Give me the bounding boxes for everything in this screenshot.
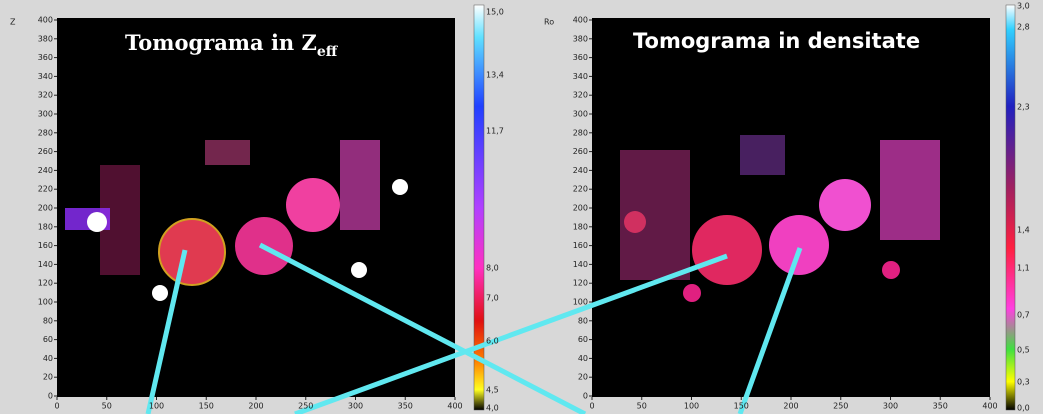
y-tick-label: 0 (48, 392, 53, 401)
y-tick-label: 140 (38, 260, 53, 269)
x-tick-label: 150 (734, 402, 749, 411)
x-tick-label: 100 (149, 402, 164, 411)
x-tick-label: 0 (54, 402, 59, 411)
y-tick-label: 220 (38, 185, 53, 194)
y-tick-label: 120 (573, 279, 588, 288)
x-tick-label: 400 (982, 402, 997, 411)
title-subscript: eff (317, 44, 339, 60)
colorbar-label: 0,3 (1017, 378, 1030, 387)
colorbar-label: 2,8 (1017, 23, 1030, 32)
screenshot: Tomograma in Zeff Tomograma in densitate… (0, 0, 1043, 414)
y-tick-label: 260 (573, 147, 588, 156)
y-tick-label: 80 (578, 316, 588, 325)
y-tick-label: 20 (578, 373, 588, 382)
y-tick-label: 360 (38, 53, 53, 62)
colorbar-label: 4,5 (486, 386, 499, 395)
colorbar-label: 0,0 (1017, 404, 1030, 413)
y-tick-label: 320 (573, 91, 588, 100)
y-tick-label: 280 (38, 128, 53, 137)
y-tick-label: 140 (573, 260, 588, 269)
y-tick-label: 200 (38, 204, 53, 213)
y-tick-label: 160 (573, 241, 588, 250)
y-tick-label: 20 (43, 373, 53, 382)
y-tick-label: 360 (573, 53, 588, 62)
colorbar-label: 11,7 (486, 127, 504, 136)
y-tick-label: 340 (38, 72, 53, 81)
corner-label: Z (10, 18, 16, 27)
x-tick-label: 50 (637, 402, 647, 411)
y-tick-label: 220 (573, 185, 588, 194)
x-tick-label: 250 (298, 402, 313, 411)
x-tick-label: 0 (589, 402, 594, 411)
y-tick-label: 240 (573, 166, 588, 175)
title-right: Tomograma in densitate (633, 29, 920, 53)
x-tick-label: 200 (248, 402, 263, 411)
x-tick-label: 50 (102, 402, 112, 411)
y-tick-label: 400 (38, 16, 53, 25)
y-tick-label: 60 (578, 335, 588, 344)
colorbar-label: 7,0 (486, 294, 499, 303)
x-tick-label: 100 (684, 402, 699, 411)
colorbar-label: 1,1 (1017, 264, 1030, 273)
y-tick-label: 200 (573, 204, 588, 213)
colorbar-label: 0,7 (1017, 311, 1030, 320)
x-tick-label: 350 (933, 402, 948, 411)
y-tick-label: 120 (38, 279, 53, 288)
y-tick-label: 40 (578, 354, 588, 363)
x-tick-label: 150 (199, 402, 214, 411)
title-text: Tomograma in Z (125, 30, 317, 55)
y-tick-label: 300 (38, 110, 53, 119)
colorbar-label: 15,0 (486, 8, 504, 17)
colorbar-label: 3,0 (1017, 2, 1030, 11)
corner-label: Ro (544, 18, 554, 27)
colorbar-right (1006, 5, 1015, 410)
y-tick-label: 260 (38, 147, 53, 156)
y-tick-label: 80 (43, 316, 53, 325)
colorbar-label: 8,0 (486, 264, 499, 273)
x-tick-label: 250 (833, 402, 848, 411)
y-tick-label: 160 (38, 241, 53, 250)
colorbar-label: 2,3 (1017, 103, 1030, 112)
y-tick-label: 380 (573, 34, 588, 43)
colorbar-label: 4,0 (486, 404, 499, 413)
x-tick-label: 300 (348, 402, 363, 411)
y-tick-label: 300 (573, 110, 588, 119)
y-tick-label: 100 (38, 298, 53, 307)
y-tick-label: 320 (38, 91, 53, 100)
y-tick-label: 180 (573, 222, 588, 231)
colorbar-label: 0,5 (1017, 346, 1030, 355)
x-tick-label: 350 (398, 402, 413, 411)
colorbar-label: 1,4 (1017, 226, 1030, 235)
y-tick-label: 180 (38, 222, 53, 231)
y-tick-label: 240 (38, 166, 53, 175)
colorbar-label: 6,0 (486, 337, 499, 346)
y-tick-label: 340 (573, 72, 588, 81)
y-tick-label: 0 (583, 392, 588, 401)
colorbar-label: 13,4 (486, 71, 504, 80)
y-tick-label: 60 (43, 335, 53, 344)
y-tick-label: 400 (573, 16, 588, 25)
x-tick-label: 200 (783, 402, 798, 411)
x-tick-label: 400 (447, 402, 462, 411)
y-tick-label: 280 (573, 128, 588, 137)
y-tick-label: 380 (38, 34, 53, 43)
x-tick-label: 300 (883, 402, 898, 411)
y-tick-label: 100 (573, 298, 588, 307)
y-tick-label: 40 (43, 354, 53, 363)
